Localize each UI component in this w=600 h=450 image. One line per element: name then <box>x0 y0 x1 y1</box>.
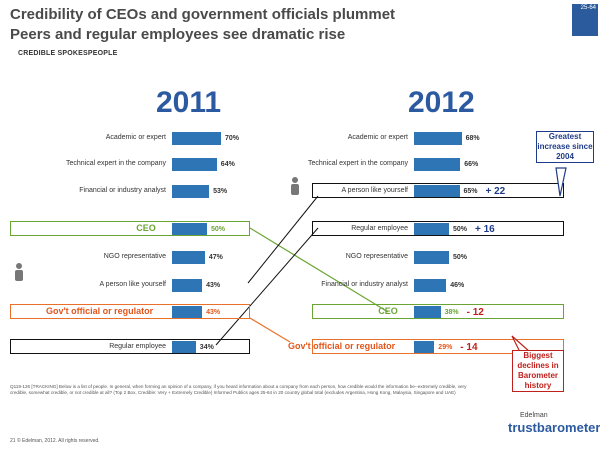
bar-ceo <box>172 223 207 236</box>
copyright-footer: 21 © Edelman, 2012. All rights reserved. <box>10 438 100 444</box>
category-label-ngo-representative: NGO representative <box>103 253 166 260</box>
bar-regular-employee <box>172 341 196 354</box>
bar-government-official-or-regulator <box>414 341 435 354</box>
bar-regular-employee <box>414 223 449 236</box>
title-line-1: Credibility of CEOs and government offic… <box>10 6 396 23</box>
highlight-box-ceo <box>10 221 250 236</box>
highlight-box-a-person-like-yourself <box>312 183 564 198</box>
bar-financial-or-industry-analyst <box>172 185 210 198</box>
value-label-government-official-or-regulator: 43% <box>206 309 221 316</box>
person-icon-2012 <box>291 177 299 195</box>
category-label-a-person-like-yourself: A person like yourself <box>99 281 166 288</box>
greatest-callout-tail <box>555 167 567 197</box>
bar-academic-or-expert <box>172 132 221 145</box>
category-label-financial-or-industry-analyst: Financial or industry analyst <box>321 281 408 288</box>
subtitle: CREDIBLE SPOKESPEOPLE <box>18 50 118 57</box>
change-label-a-person-like-yourself: + 22 <box>485 186 506 197</box>
highlight-box-government-official-or-regulator <box>312 339 564 354</box>
category-label-a-person-like-yourself: A person like yourself <box>341 187 408 194</box>
category-label-technical-expert-in-the-company: Technical expert in the company <box>308 160 408 167</box>
bar-a-person-like-yourself <box>172 279 203 292</box>
category-label-regular-employee: Regular employee <box>351 225 408 232</box>
bar-ceo <box>414 306 441 319</box>
category-label-academic-or-expert: Academic or expert <box>105 134 166 141</box>
bar-academic-or-expert <box>414 132 462 145</box>
value-label-regular-employee: 50% <box>453 226 468 233</box>
highlight-box-ceo <box>312 304 564 319</box>
value-label-ngo-representative: 50% <box>453 254 468 261</box>
value-label-technical-expert-in-the-company: 64% <box>220 161 235 168</box>
footnote: Q119-126 [TRACKING] Below is a list of p… <box>10 384 467 395</box>
category-label-technical-expert-in-the-company: Technical expert in the company <box>66 160 166 167</box>
value-label-ngo-representative: 47% <box>208 254 223 261</box>
change-label-government-official-or-regulator: - 14 <box>460 342 478 353</box>
category-label-financial-or-industry-analyst: Financial or industry analyst <box>79 187 166 194</box>
callout-greatest-increase: Greatest increase since 2004 <box>536 131 594 163</box>
person-connector <box>247 195 319 284</box>
ceo-connector <box>249 227 389 313</box>
bar-ngo-representative <box>414 251 449 264</box>
age-badge: 25-64 <box>572 4 598 36</box>
brand-edelman: Edelman <box>520 412 548 419</box>
bar-a-person-like-yourself <box>414 185 460 198</box>
age-badge-label: 25-64 <box>580 5 596 11</box>
bar-ngo-representative <box>172 251 205 264</box>
category-label-government-official-or-regulator: Gov't official or regulator <box>46 306 154 316</box>
value-label-financial-or-industry-analyst: 46% <box>450 282 465 289</box>
title-line-2: Peers and regular employees see dramatic… <box>10 26 346 43</box>
value-label-ceo: 50% <box>211 226 226 233</box>
bar-government-official-or-regulator <box>172 306 203 319</box>
bar-financial-or-industry-analyst <box>414 279 447 292</box>
change-label-ceo: - 12 <box>466 307 484 318</box>
highlight-box-government-official-or-regulator <box>10 304 250 319</box>
year-2011-heading: 2011 <box>156 86 222 119</box>
brand-trustbarometer: trustbarometer <box>508 420 600 435</box>
value-label-ceo: 38% <box>444 309 459 316</box>
employee-connector <box>215 227 319 346</box>
value-label-academic-or-expert: 68% <box>465 135 480 142</box>
bar-technical-expert-in-the-company <box>414 158 461 171</box>
category-label-ceo: CEO <box>136 223 156 233</box>
value-label-financial-or-industry-analyst: 53% <box>213 188 228 195</box>
year-2012-heading: 2012 <box>408 86 475 119</box>
value-label-government-official-or-regulator: 29% <box>438 344 453 351</box>
value-label-a-person-like-yourself: 43% <box>206 282 221 289</box>
person-icon <box>15 263 23 281</box>
bar-technical-expert-in-the-company <box>172 158 217 171</box>
change-label-regular-employee: + 16 <box>475 224 495 235</box>
highlight-box-regular-employee <box>10 339 250 354</box>
value-label-technical-expert-in-the-company: 66% <box>464 161 479 168</box>
callout-biggest-declines: Biggest declines in Barometer history <box>512 350 564 392</box>
category-label-academic-or-expert: Academic or expert <box>347 134 408 141</box>
highlight-box-regular-employee <box>312 221 564 236</box>
gov-connector <box>249 317 291 343</box>
category-label-ceo: CEO <box>378 306 398 316</box>
category-label-regular-employee: Regular employee <box>109 343 166 350</box>
value-label-academic-or-expert: 70% <box>225 135 240 142</box>
value-label-a-person-like-yourself: 65% <box>463 188 478 195</box>
category-label-government-official-or-regulator: Gov't official or regulator <box>288 341 396 351</box>
value-label-regular-employee: 34% <box>199 344 214 351</box>
category-label-ngo-representative: NGO representative <box>345 253 408 260</box>
